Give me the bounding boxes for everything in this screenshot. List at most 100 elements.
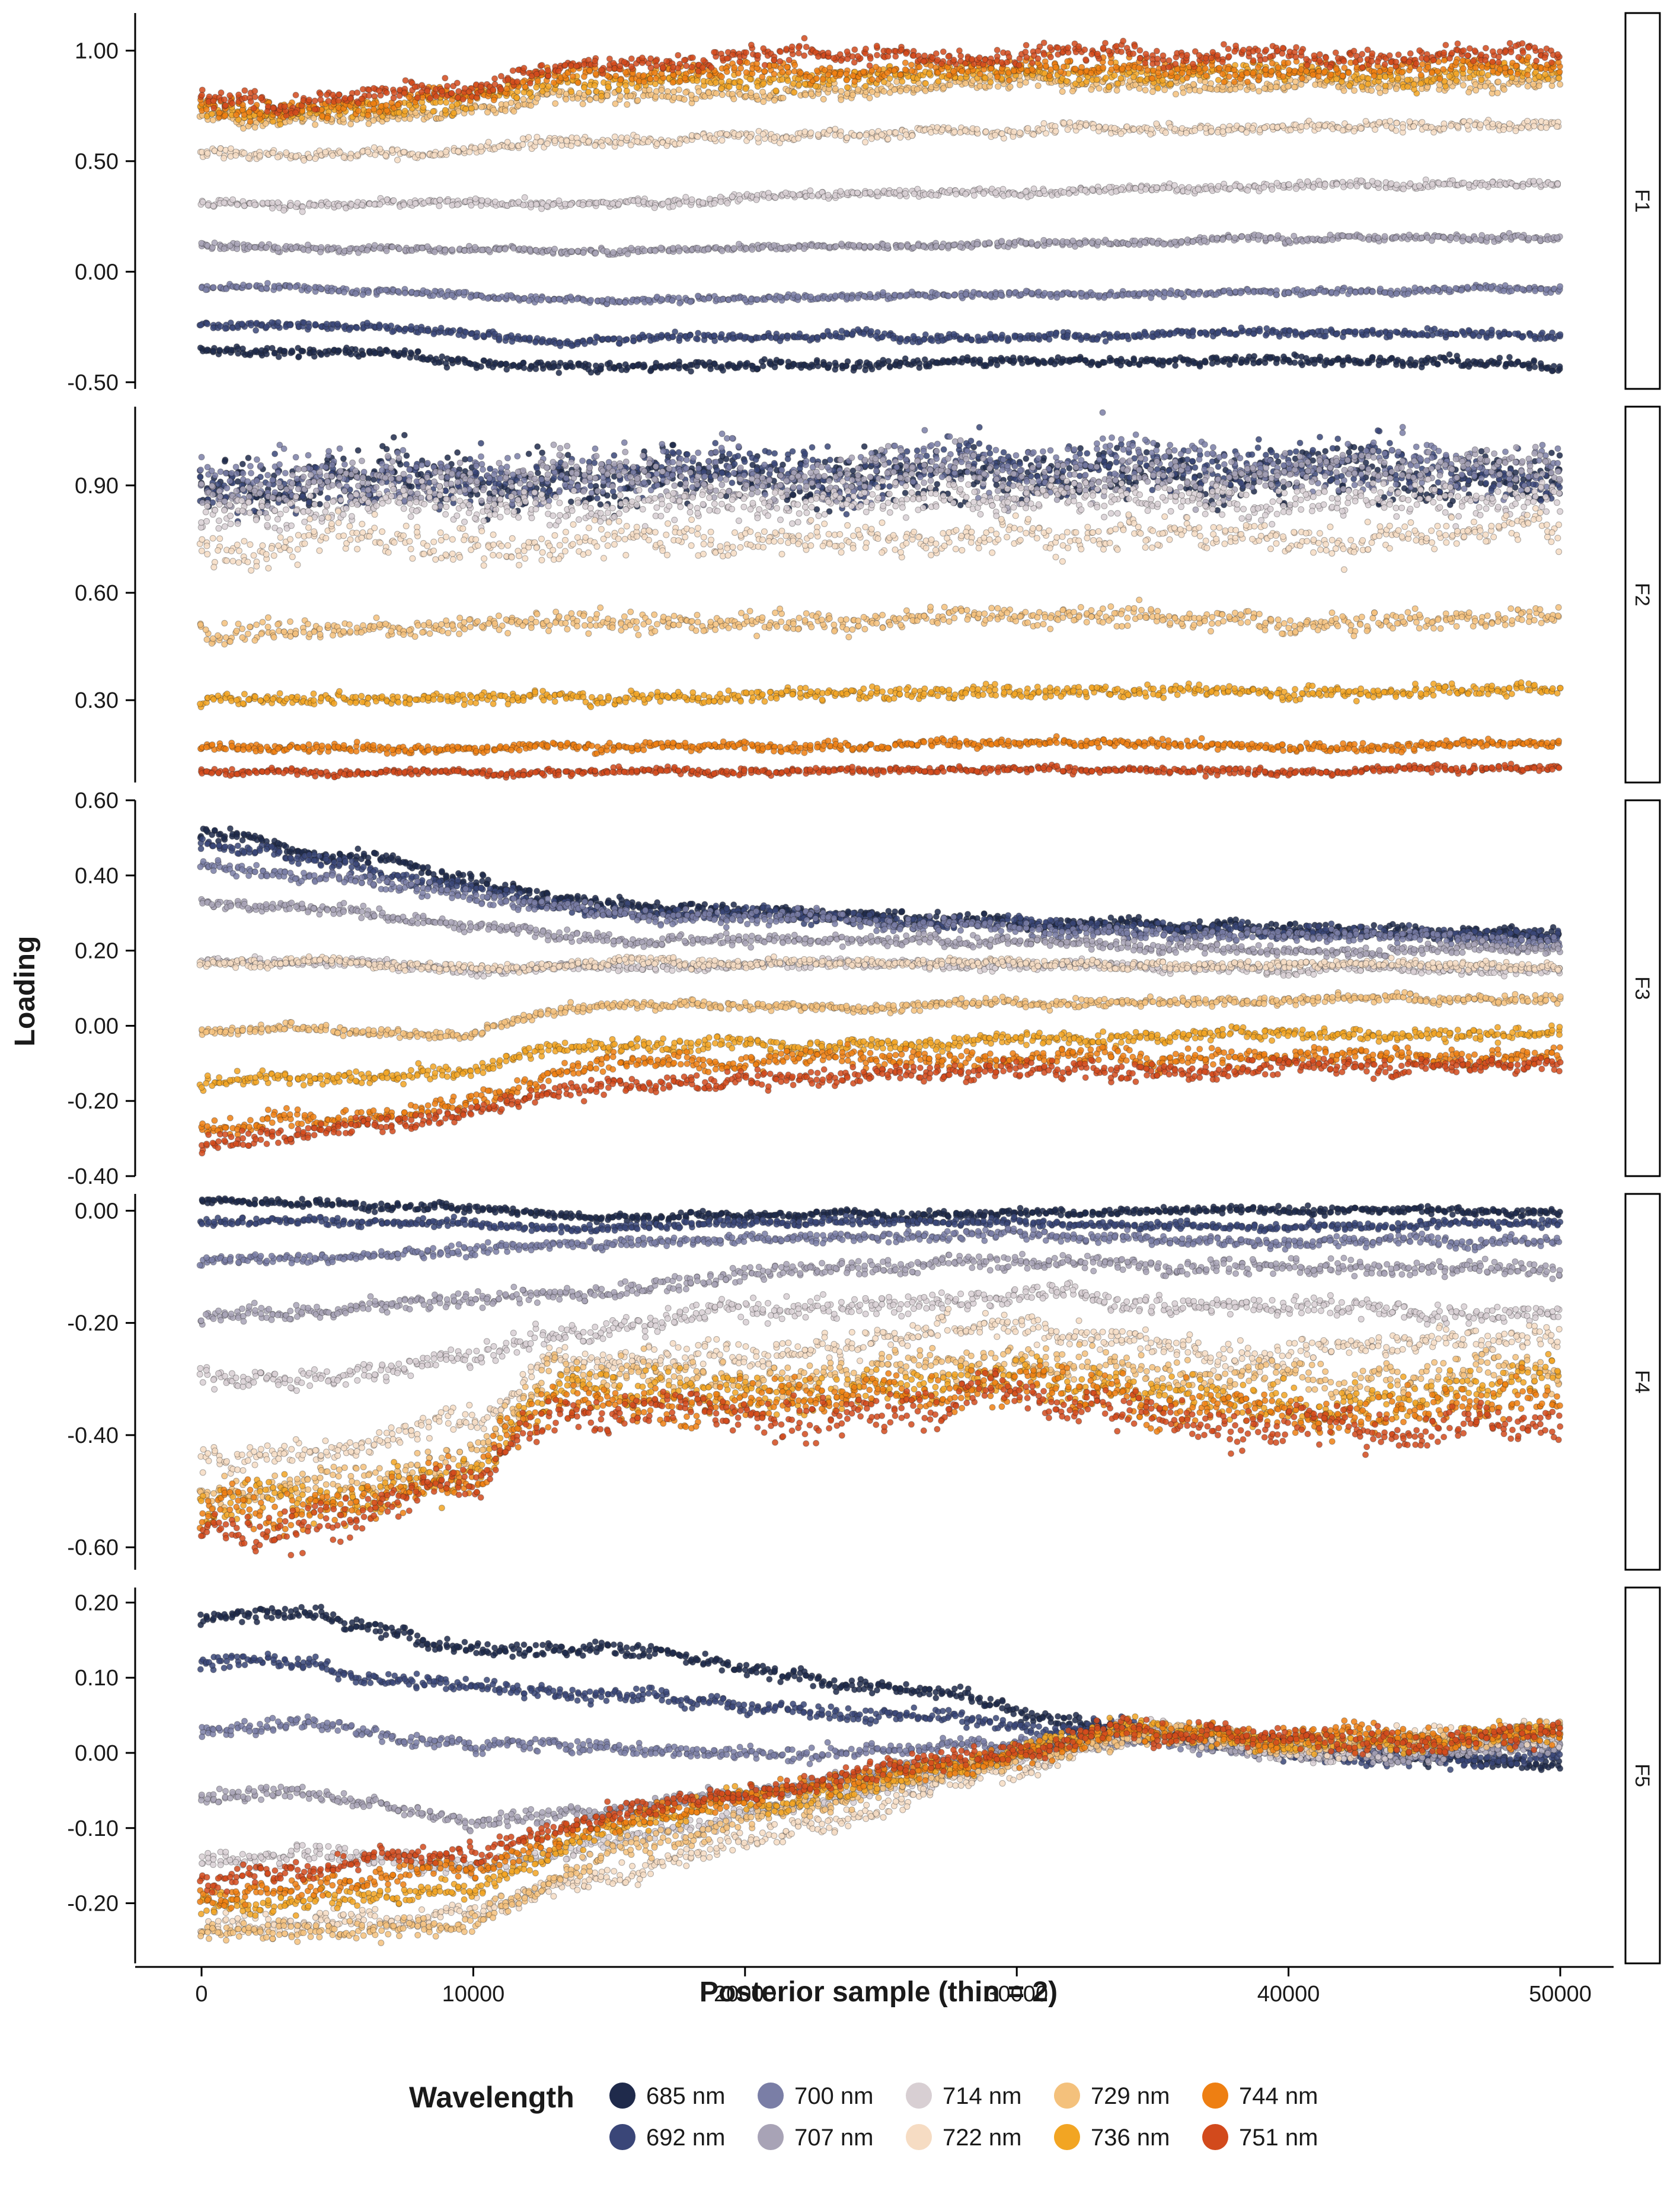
data-point [1028, 290, 1035, 296]
data-point [634, 197, 641, 204]
data-point [1519, 334, 1526, 341]
data-point [780, 94, 787, 101]
data-point [1244, 356, 1251, 363]
data-point [424, 243, 431, 250]
data-point [903, 131, 910, 138]
data-point [1136, 362, 1143, 368]
data-point [1076, 240, 1083, 247]
data-point [1496, 354, 1503, 362]
data-point [962, 290, 969, 298]
data-point [1465, 327, 1473, 334]
data-point [874, 189, 881, 196]
data-point [376, 322, 384, 330]
data-point [592, 142, 599, 149]
data-point [1016, 129, 1023, 136]
data-point [759, 244, 766, 251]
data-point [898, 242, 905, 249]
data-point [567, 293, 574, 301]
data-point [1090, 124, 1097, 132]
data-point [305, 323, 312, 330]
data-point [994, 362, 1001, 369]
data-point [603, 200, 610, 206]
data-point [1171, 330, 1178, 337]
data-point [1078, 336, 1085, 343]
data-point [1315, 328, 1321, 335]
data-point [585, 138, 592, 145]
data-point [270, 149, 277, 156]
data-point [1548, 334, 1555, 341]
data-point [208, 111, 215, 117]
data-point [1255, 359, 1262, 366]
data-point [963, 357, 970, 364]
data-point [1440, 234, 1447, 241]
data-point [1183, 129, 1190, 136]
data-point [1557, 81, 1564, 88]
data-point [509, 142, 515, 149]
data-point [221, 199, 228, 206]
data-point [216, 347, 223, 353]
data-point [1142, 330, 1149, 337]
data-point [507, 100, 515, 106]
data-point [1519, 362, 1526, 369]
data-point [1149, 88, 1156, 95]
data-point [269, 344, 276, 352]
data-point [455, 148, 462, 155]
data-point [371, 144, 378, 151]
data-point [1243, 129, 1250, 136]
data-point [376, 346, 384, 353]
data-point [627, 142, 634, 149]
data-point [995, 83, 1001, 90]
data-point [436, 245, 443, 252]
data-point [555, 197, 563, 205]
data-point [276, 285, 283, 292]
data-point [1519, 286, 1526, 293]
data-point [1524, 117, 1531, 124]
data-point [1106, 357, 1113, 365]
data-point [783, 134, 790, 141]
data-point [1069, 186, 1077, 193]
data-point [586, 96, 593, 103]
data-point [1147, 131, 1154, 138]
data-point [1237, 289, 1244, 296]
data-point [1159, 328, 1166, 336]
data-point [341, 289, 347, 296]
data-point [694, 362, 701, 369]
data-point [1202, 329, 1209, 336]
data-point [813, 359, 820, 366]
data-point [879, 333, 886, 340]
data-point [760, 334, 767, 341]
data-point [1077, 123, 1084, 130]
data-point [868, 129, 876, 136]
data-point [1196, 363, 1203, 370]
data-point [1141, 290, 1148, 298]
data-point [253, 327, 260, 334]
data-point [1416, 182, 1423, 189]
data-point [820, 95, 827, 103]
data-point [896, 192, 903, 199]
data-point [1556, 363, 1563, 370]
data-point [269, 319, 276, 326]
data-point [597, 365, 604, 372]
data-point [574, 95, 582, 102]
data-point [1260, 184, 1267, 191]
data-point [567, 201, 574, 208]
data-point [624, 135, 631, 141]
data-point [328, 246, 335, 253]
data-point [884, 135, 892, 142]
data-point [675, 365, 682, 372]
data-point [1292, 78, 1299, 85]
data-point [484, 108, 491, 116]
data-point [1407, 180, 1414, 187]
data-point [1345, 356, 1352, 363]
data-point [1153, 120, 1160, 127]
data-point [1494, 285, 1501, 292]
data-point [1400, 124, 1406, 131]
data-point [1557, 331, 1564, 338]
data-point [771, 134, 778, 141]
data-point [976, 291, 983, 298]
data-point [641, 247, 649, 254]
data-point [866, 290, 873, 298]
data-point [533, 84, 540, 91]
data-point [1321, 181, 1328, 188]
data-point [992, 189, 999, 196]
